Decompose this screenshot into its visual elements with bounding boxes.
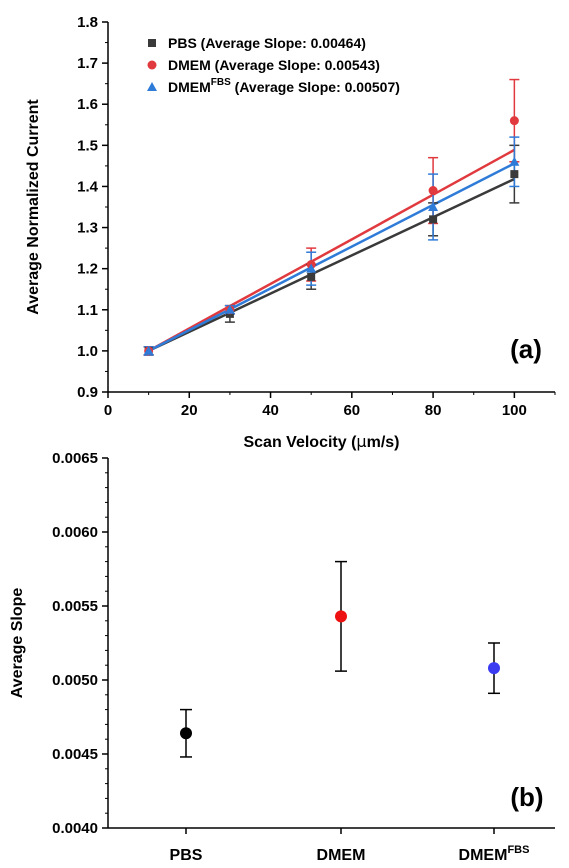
- panel-a-axes: 0.9 1.0 1.1 1.2 1.3 1.4 1.5 1.6 1.7 1.8 0 20 40 60 80 1…: [77, 14, 556, 419]
- panel-a-data-point: [428, 202, 439, 211]
- panel-a-y-tick-label: 1.5: [77, 137, 98, 154]
- panel-a-legend: PBS (Average Slope: 0.00464) DMEM (Averag…: [147, 35, 400, 95]
- panel-b-y-tick-label: 0.0060: [52, 524, 98, 541]
- x-axis-title-prefix: Scan Velocity (: [243, 434, 357, 451]
- panel-b-y-tick-label: 0.0045: [52, 746, 98, 763]
- panel-a-x-tick-label: 100: [502, 402, 527, 419]
- panel-b-category-label-part: PBS: [170, 847, 203, 864]
- x-axis-title-mu: μ: [356, 432, 366, 451]
- panel-b-category-label-part: DMEM: [459, 847, 508, 864]
- panel-a-x-tick-label: 0: [104, 402, 112, 419]
- panel-a-legend-label-part: FBS: [211, 77, 231, 88]
- panel-b-y-tick-label: 0.0055: [52, 598, 98, 615]
- panel-a-legend-label-part: DMEM: [168, 79, 211, 95]
- panel-b-y-tick-label: 0.0040: [52, 820, 98, 837]
- panel-b-y-tick-label: 0.0065: [52, 450, 98, 467]
- panel-a-legend-label: DMEM (Average Slope: 0.00543): [168, 57, 380, 73]
- panel-a-legend-marker: [147, 60, 157, 70]
- panel-a-legend-label: DMEMFBS (Average Slope: 0.00507): [168, 77, 400, 95]
- panel-a-y-tick-label: 1.7: [77, 55, 98, 72]
- panel-b-category-label: DMEMFBS: [459, 844, 530, 864]
- panel-b-category-label: DMEM: [317, 847, 366, 864]
- panel-b-chart: 0.0040 0.0045 0.0050 0.0055 0.0060 0.0065 PBS D…: [9, 450, 555, 864]
- panel-a-y-tick-label: 1.0: [77, 343, 98, 360]
- panel-a-plot-area: [143, 78, 520, 356]
- panel-a-y-tick-label: 1.8: [77, 14, 98, 31]
- panel-a-data-point: [428, 186, 438, 196]
- panel-b-data-point: [180, 727, 192, 740]
- panel-a-data-point: [306, 263, 317, 273]
- panel-a-x-tick-label: 80: [425, 402, 442, 419]
- panel-a-legend-marker: [148, 39, 156, 47]
- panel-a-legend-label-part: (Average Slope: 0.00507): [231, 79, 400, 95]
- panel-a-x-tick-label: 40: [262, 402, 279, 419]
- panel-b-data-point: [488, 662, 500, 675]
- panel-a-data-point: [509, 116, 519, 126]
- panel-a-y-tick-label: 1.4: [77, 178, 99, 195]
- panel-b-category-label: PBS: [170, 847, 203, 864]
- panel-b-y-axis-title: Average Slope: [9, 588, 26, 699]
- panel-a-y-axis-title: Average Normalized Current: [25, 99, 42, 315]
- panel-b-axes: 0.0040 0.0045 0.0050 0.0055 0.0060 0.0065 PBS D…: [52, 450, 555, 864]
- panel-a-data-point: [307, 272, 316, 281]
- panel-b-category-label-part: DMEM: [317, 847, 366, 864]
- panel-a-fit-line-0: [148, 177, 515, 353]
- panel-a-legend-label: PBS (Average Slope: 0.00464): [168, 35, 366, 51]
- panel-b-data-point: [335, 610, 347, 623]
- panel-a-y-tick-label: 1.2: [77, 261, 98, 278]
- panel-a-legend-label-part: DMEM (Average Slope: 0.00543): [168, 57, 380, 73]
- panel-a-y-tick-label: 1.3: [77, 220, 98, 237]
- panel-a-tag: (a): [510, 334, 542, 364]
- panel-a-data-point: [224, 304, 235, 314]
- panel-a-data-point: [429, 215, 438, 224]
- panel-a-x-axis-title: Scan Velocity (μm/s): [243, 432, 399, 451]
- panel-a-data-point: [143, 345, 154, 355]
- panel-a-chart: 0.9 1.0 1.1 1.2 1.3 1.4 1.5 1.6 1.7 1.8 0 20 40 60 80 1…: [25, 14, 556, 451]
- panel-a-legend-label-part: PBS (Average Slope: 0.00464): [168, 35, 366, 51]
- panel-a-x-tick-label: 20: [181, 402, 198, 419]
- panel-a-y-tick-label: 0.9: [77, 384, 98, 401]
- panel-a-fit-line-1: [147, 148, 516, 352]
- panel-a-x-tick-label: 60: [343, 402, 360, 419]
- panel-a-legend-marker: [147, 82, 157, 91]
- panel-a-y-tick-label: 1.1: [77, 302, 98, 319]
- panel-b-plot-area: [180, 560, 500, 758]
- panel-b-category-label-part: FBS: [507, 844, 529, 856]
- panel-a-data-point: [510, 170, 519, 179]
- panel-a-data-point: [509, 156, 520, 166]
- panel-a-y-tick-label: 1.6: [77, 96, 98, 113]
- panel-b-tag: (b): [510, 782, 543, 812]
- panel-a-fit-line-2: [148, 162, 515, 353]
- x-axis-title-suffix: m/s): [367, 434, 400, 451]
- panel-b-y-tick-label: 0.0050: [52, 672, 98, 689]
